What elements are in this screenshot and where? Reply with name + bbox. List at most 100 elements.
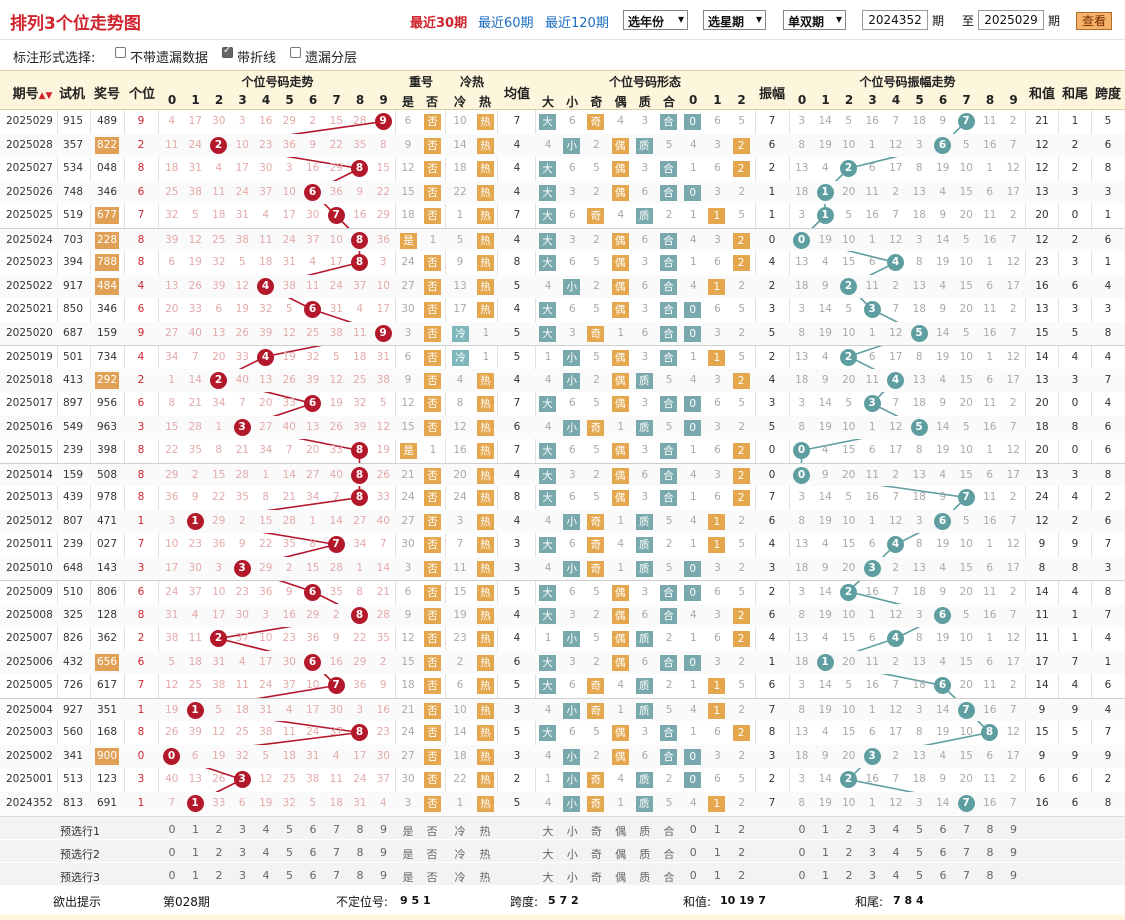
prediction-hotcold[interactable]: 热 <box>479 871 491 884</box>
prediction-form[interactable]: 0 <box>689 823 697 836</box>
prediction-amp-digit[interactable]: 1 <box>822 869 829 882</box>
prediction-amp-digit[interactable]: 8 <box>986 869 994 882</box>
prediction-amp-digit[interactable]: 6 <box>939 823 947 836</box>
cell-period[interactable]: 2025021 <box>6 303 53 315</box>
prediction-form[interactable]: 0 <box>689 869 697 882</box>
prediction-hotcold[interactable]: 热 <box>479 848 491 861</box>
to-period-input[interactable]: 2025029 <box>978 10 1044 30</box>
prediction-form[interactable]: 1 <box>713 823 721 836</box>
cell-period[interactable]: 2025002 <box>6 749 53 762</box>
checkbox-no-omission[interactable] <box>115 47 126 58</box>
cell-period[interactable]: 2024352 <box>6 796 53 809</box>
prediction-amp-digit[interactable]: 1 <box>822 823 829 836</box>
prediction-form[interactable]: 奇 <box>590 871 602 884</box>
prediction-form[interactable]: 质 <box>639 825 651 838</box>
cell-period[interactable]: 2025018 <box>6 373 53 386</box>
prediction-trend-digit[interactable]: 3 <box>239 869 246 882</box>
prediction-trend-digit[interactable]: 0 <box>168 823 176 836</box>
year-select[interactable]: 选年份 <box>623 10 688 30</box>
prediction-trend-digit[interactable]: 7 <box>333 846 340 859</box>
odd-even-select[interactable]: 单双期 <box>783 10 846 30</box>
prediction-repeat[interactable]: 是 <box>402 848 414 861</box>
prediction-form[interactable]: 2 <box>738 869 746 882</box>
prediction-trend-digit[interactable]: 3 <box>239 846 246 859</box>
prediction-trend-digit[interactable]: 5 <box>286 846 293 859</box>
weekday-select[interactable]: 选星期 <box>703 10 766 30</box>
prediction-form[interactable]: 质 <box>639 871 651 884</box>
cell-period[interactable]: 2025006 <box>6 655 53 668</box>
prediction-hotcold[interactable]: 冷 <box>454 871 466 884</box>
prediction-trend-digit[interactable]: 3 <box>239 823 246 836</box>
cell-period[interactable]: 2025008 <box>6 608 53 621</box>
cell-period[interactable]: 2025014 <box>6 468 53 481</box>
cell-period[interactable]: 2025023 <box>6 256 53 268</box>
prediction-amp-digit[interactable]: 2 <box>845 869 853 882</box>
prediction-repeat[interactable]: 否 <box>426 825 438 838</box>
prediction-amp-digit[interactable]: 8 <box>986 846 994 859</box>
cell-period[interactable]: 2025017 <box>6 397 53 409</box>
prediction-form[interactable]: 0 <box>689 846 697 859</box>
cell-period[interactable]: 2025022 <box>6 279 53 292</box>
prediction-form[interactable]: 1 <box>713 846 721 859</box>
prediction-amp-digit[interactable]: 5 <box>916 869 923 882</box>
prediction-amp-digit[interactable]: 0 <box>798 823 806 836</box>
prediction-form[interactable]: 偶 <box>615 825 627 838</box>
prediction-trend-digit[interactable]: 6 <box>309 823 317 836</box>
cell-period[interactable]: 2025013 <box>6 491 53 503</box>
prediction-trend-digit[interactable]: 2 <box>215 823 223 836</box>
prediction-amp-digit[interactable]: 8 <box>986 823 994 836</box>
cell-period[interactable]: 2025010 <box>6 561 53 574</box>
cell-period[interactable]: 2025009 <box>6 586 53 598</box>
prediction-trend-digit[interactable]: 8 <box>356 846 364 859</box>
prediction-amp-digit[interactable]: 5 <box>916 823 923 836</box>
prediction-amp-digit[interactable]: 5 <box>916 846 923 859</box>
cell-period[interactable]: 2025015 <box>6 444 53 456</box>
prediction-amp-digit[interactable]: 1 <box>822 846 829 859</box>
cell-period[interactable]: 2025003 <box>6 726 53 738</box>
prediction-trend-digit[interactable]: 9 <box>380 846 387 859</box>
cell-period[interactable]: 2025025 <box>6 209 53 221</box>
prediction-form[interactable]: 大 <box>542 848 554 861</box>
checkbox-layered[interactable] <box>290 47 301 58</box>
prediction-form[interactable]: 2 <box>738 846 746 859</box>
cell-period[interactable]: 2025011 <box>6 538 53 550</box>
prediction-amp-digit[interactable]: 3 <box>869 869 876 882</box>
prediction-form[interactable]: 偶 <box>615 848 627 861</box>
prediction-hotcold[interactable]: 冷 <box>454 825 466 838</box>
cell-period[interactable]: 2025005 <box>6 679 53 691</box>
prediction-trend-digit[interactable]: 2 <box>215 869 223 882</box>
prediction-trend-digit[interactable]: 1 <box>192 846 199 859</box>
prediction-form[interactable]: 小 <box>566 825 578 838</box>
prediction-trend-digit[interactable]: 5 <box>286 869 293 882</box>
prediction-amp-digit[interactable]: 9 <box>1010 869 1017 882</box>
from-period-input[interactable]: 2024352 <box>862 10 928 30</box>
prediction-amp-digit[interactable]: 9 <box>1010 823 1017 836</box>
prediction-trend-digit[interactable]: 8 <box>356 869 364 882</box>
prediction-trend-digit[interactable]: 7 <box>333 823 340 836</box>
prediction-amp-digit[interactable]: 6 <box>939 846 947 859</box>
cell-period[interactable]: 2025001 <box>6 773 53 785</box>
prediction-trend-digit[interactable]: 4 <box>262 823 270 836</box>
prediction-trend-digit[interactable]: 6 <box>309 846 317 859</box>
prediction-amp-digit[interactable]: 0 <box>798 869 806 882</box>
prediction-trend-digit[interactable]: 2 <box>215 846 223 859</box>
prediction-trend-digit[interactable]: 4 <box>262 846 270 859</box>
cell-period[interactable]: 2025026 <box>6 185 53 198</box>
prediction-form[interactable]: 奇 <box>590 825 602 838</box>
prediction-form[interactable]: 小 <box>566 848 578 861</box>
cell-period[interactable]: 2025012 <box>6 514 53 527</box>
prediction-trend-digit[interactable]: 9 <box>380 823 387 836</box>
prediction-repeat[interactable]: 是 <box>402 825 414 838</box>
prediction-form[interactable]: 合 <box>663 825 675 838</box>
prediction-form[interactable]: 1 <box>713 869 721 882</box>
prediction-amp-digit[interactable]: 2 <box>845 823 853 836</box>
prediction-amp-digit[interactable]: 7 <box>963 823 970 836</box>
prediction-amp-digit[interactable]: 9 <box>1010 846 1017 859</box>
prediction-amp-digit[interactable]: 4 <box>892 823 900 836</box>
prediction-form[interactable]: 大 <box>542 825 554 838</box>
link-recent-30[interactable]: 最近30期 <box>410 16 468 31</box>
cell-period[interactable]: 2025028 <box>6 138 53 151</box>
prediction-trend-digit[interactable]: 0 <box>168 869 176 882</box>
prediction-amp-digit[interactable]: 7 <box>963 869 970 882</box>
prediction-hotcold[interactable]: 冷 <box>454 848 466 861</box>
